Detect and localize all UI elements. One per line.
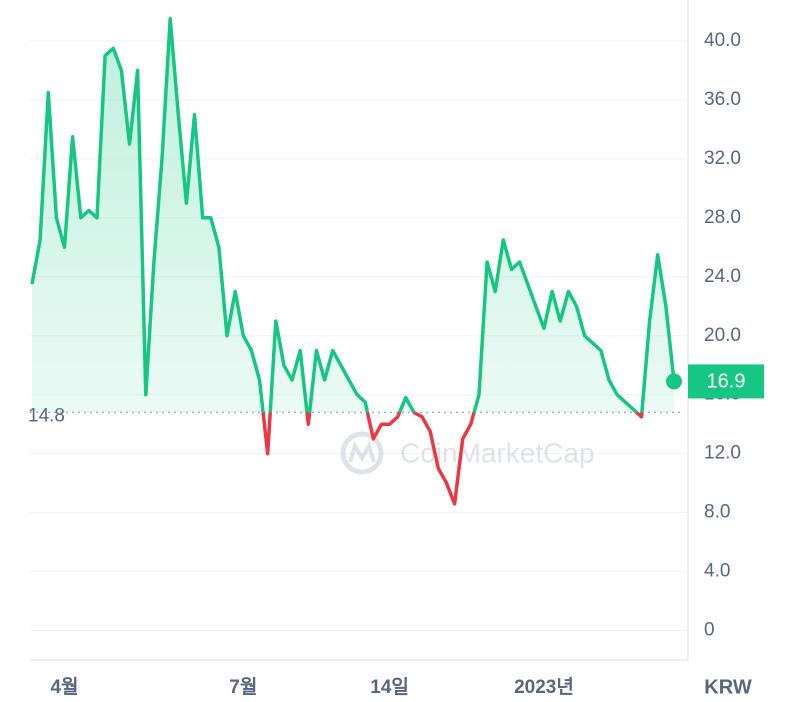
y-tick-label: 20.0 (704, 325, 741, 346)
area (32, 18, 674, 413)
price-line (30, 17, 676, 506)
watermark: CoinMarketCap (340, 431, 595, 475)
x-tick-label: 4월 (50, 676, 78, 698)
price-badge-label: 16.9 (707, 371, 746, 393)
watermark-text: CoinMarketCap (400, 437, 595, 468)
y-tick-label: 8.0 (704, 502, 730, 523)
y-tick-label: 36.0 (704, 89, 741, 110)
x-tick-label: 7월 (229, 676, 257, 698)
last-point (666, 373, 682, 390)
y-tick-label: 0 (704, 620, 715, 641)
currency-label: KRW (704, 676, 752, 698)
y-tick-label: 24.0 (704, 266, 741, 287)
y-tick-label: 40.0 (704, 30, 741, 51)
x-tick-label: 2023년 (514, 676, 574, 698)
y-tick-label: 28.0 (704, 207, 741, 228)
x-tick-label: 14일 (370, 676, 409, 698)
y-tick-label: 12.0 (704, 443, 741, 464)
price-badge (688, 364, 764, 399)
y-tick-label: 32.0 (704, 148, 741, 169)
y-tick-label: 4.0 (704, 561, 730, 582)
